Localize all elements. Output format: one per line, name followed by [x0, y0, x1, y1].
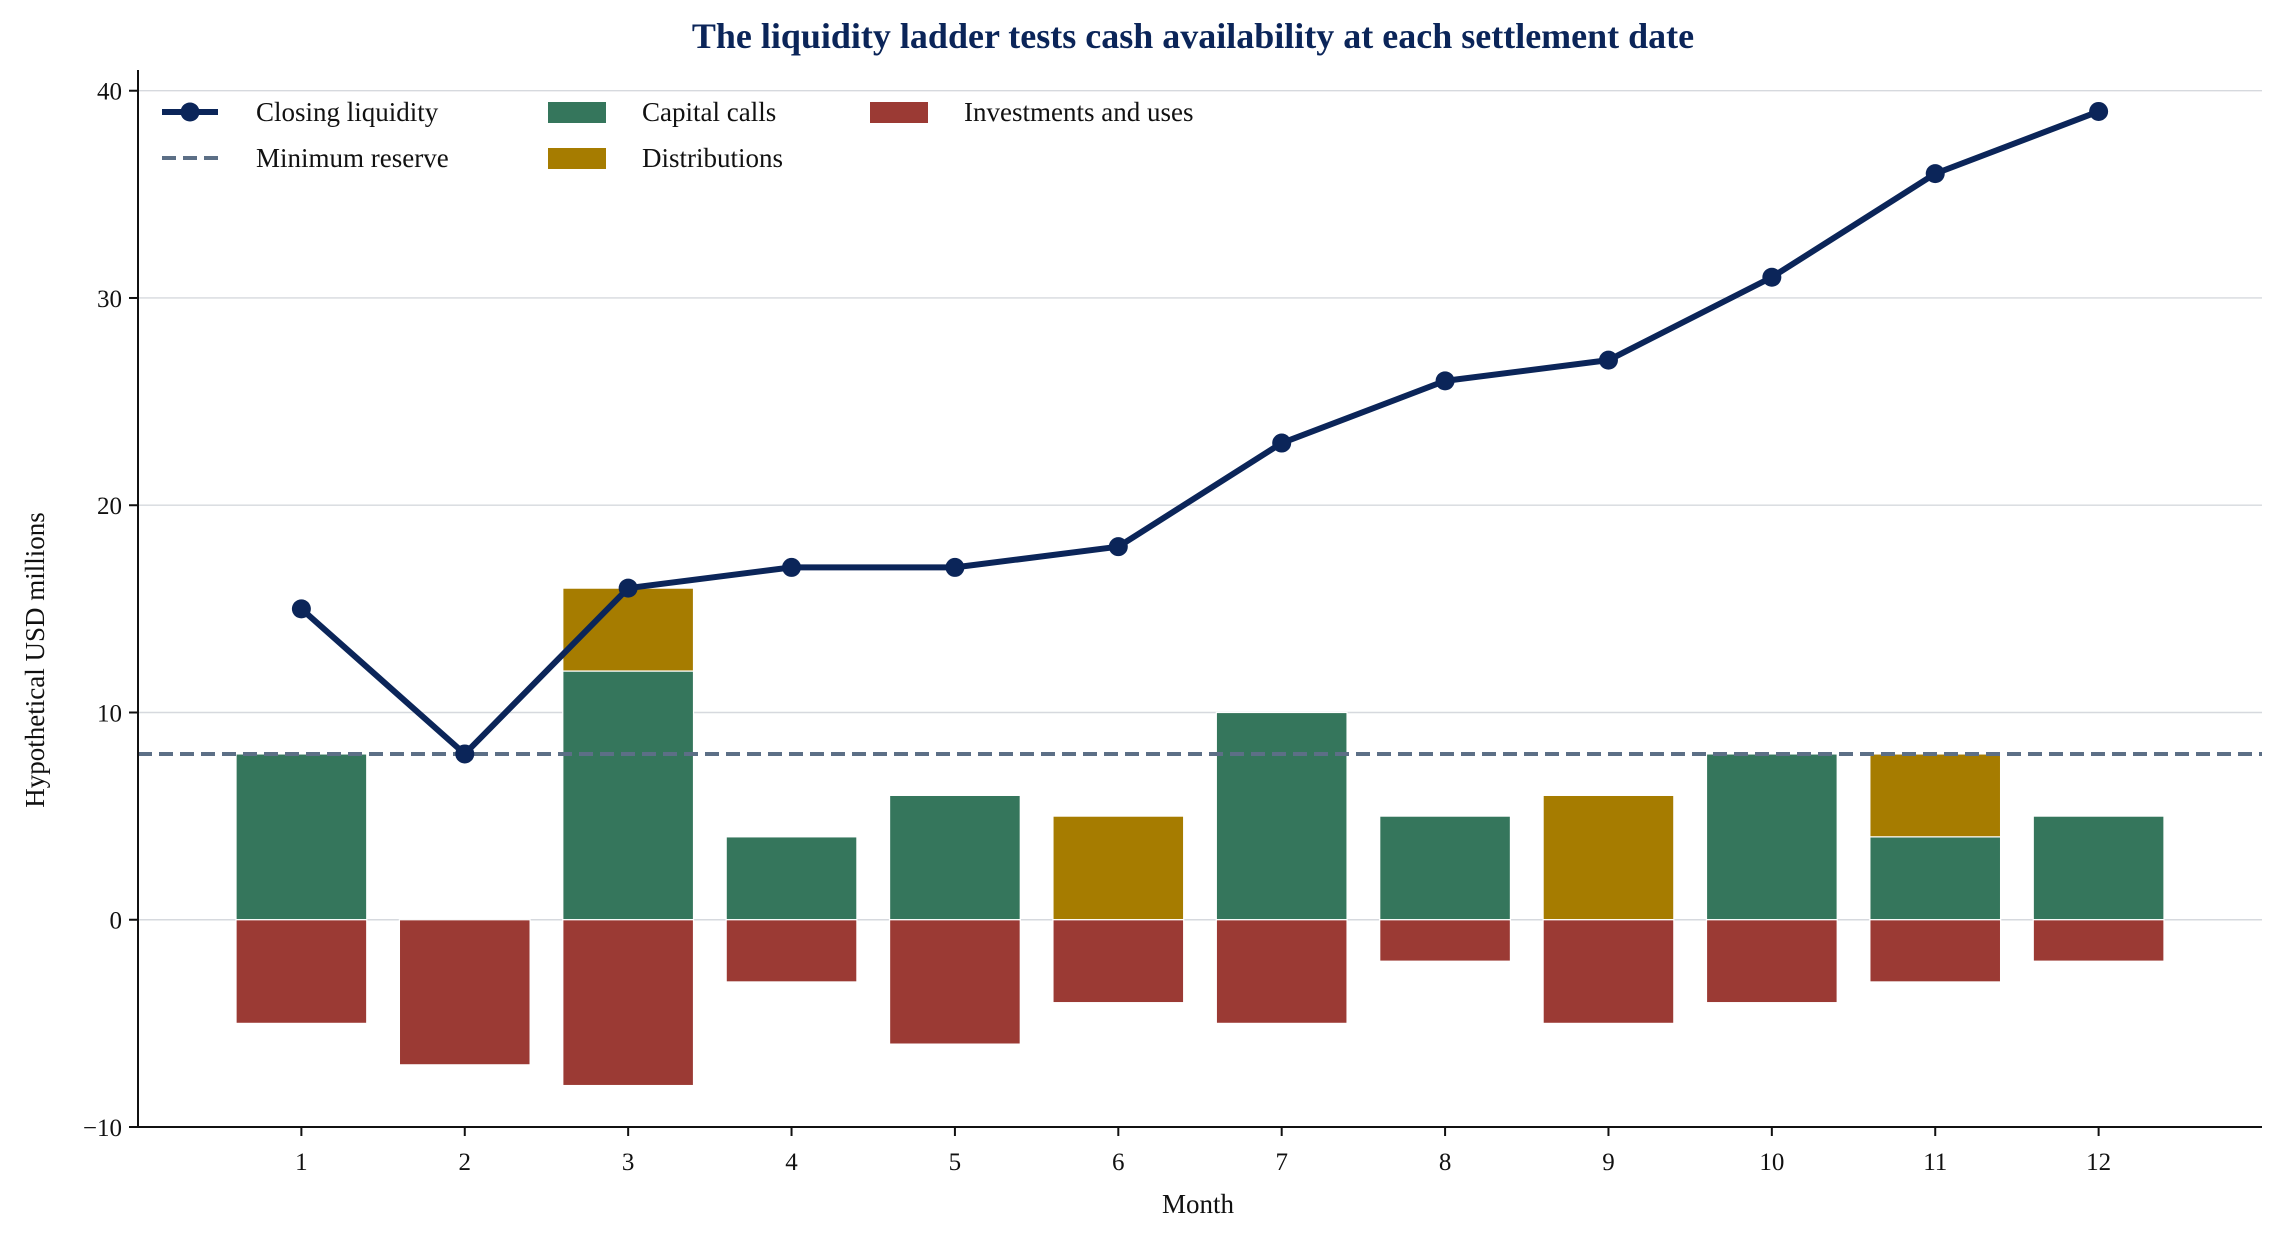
bar-distributions-3 [562, 587, 695, 672]
y-tick-label-3: 20 [97, 493, 122, 520]
bar-capital-calls-10 [1705, 753, 1838, 921]
bar-investments-uses-4 [725, 919, 858, 983]
legend-capital-calls-label: Capital calls [642, 97, 776, 127]
closing-liquidity-point-6 [1108, 537, 1128, 557]
bar-capital-calls-1 [235, 753, 368, 921]
x-tick-label-9: 9 [1602, 1149, 1615, 1176]
bar-capital-calls-3 [562, 670, 695, 921]
legend-capital-calls-swatch [548, 102, 606, 123]
x-tick-label-8: 8 [1439, 1149, 1452, 1176]
x-tick-label-4: 4 [785, 1149, 798, 1176]
bar-investments-uses-12 [2032, 919, 2165, 962]
closing-liquidity-point-3 [618, 578, 638, 598]
legend: Closing liquidity Minimum reserve Capital … [162, 97, 1193, 173]
closing-liquidity-point-4 [782, 557, 802, 577]
y-axis-label: Hypothetical USD millions [20, 512, 50, 807]
bar-capital-calls-8 [1379, 815, 1512, 921]
chart-title: The liquidity ladder tests cash availabi… [692, 16, 1694, 56]
closing-liquidity-point-1 [291, 599, 311, 619]
y-tick-label-2: 10 [97, 700, 122, 727]
x-tick-label-11: 11 [1923, 1149, 1947, 1176]
bar-capital-calls-7 [1215, 711, 1348, 921]
x-tick-label-5: 5 [949, 1149, 962, 1176]
bar-investments-uses-9 [1542, 919, 1675, 1024]
bar-investments-uses-5 [888, 919, 1021, 1045]
closing-liquidity-point-5 [945, 557, 965, 577]
legend-distributions-swatch [548, 148, 606, 169]
closing-liquidity-point-11 [1925, 164, 1945, 184]
legend-distributions-label: Distributions [642, 143, 783, 173]
bar-capital-calls-11 [1869, 836, 2002, 921]
closing-liquidity-point-8 [1435, 371, 1455, 391]
bar-capital-calls-5 [888, 794, 1021, 921]
y-tick-label-4: 30 [97, 286, 122, 313]
legend-minimum-reserve-label: Minimum reserve [256, 143, 449, 173]
bar-investments-uses-11 [1869, 919, 2002, 983]
bar-investments-uses-8 [1379, 919, 1512, 962]
y-tick-label-1: 0 [110, 908, 123, 935]
x-tick-label-10: 10 [1759, 1149, 1784, 1176]
x-tick-label-7: 7 [1275, 1149, 1288, 1176]
legend-investments-uses-label: Investments and uses [964, 97, 1193, 127]
x-tick-label-2: 2 [459, 1149, 472, 1176]
x-tick-label-3: 3 [622, 1149, 635, 1176]
closing-liquidity-line [299, 108, 2100, 757]
bar-capital-calls-4 [725, 836, 858, 921]
x-tick-label-6: 6 [1112, 1149, 1125, 1176]
legend-investments-uses-swatch [870, 102, 928, 123]
bar-distributions-6 [1052, 815, 1185, 921]
bar-investments-uses-2 [398, 919, 531, 1066]
bar-distributions-11 [1869, 753, 2002, 838]
closing-liquidity-point-9 [1598, 350, 1618, 370]
bar-investments-uses-10 [1705, 919, 1838, 1004]
bars [235, 587, 2165, 1087]
legend-closing-liquidity-marker [180, 102, 200, 122]
bar-investments-uses-6 [1052, 919, 1185, 1004]
bar-investments-uses-3 [562, 919, 695, 1087]
x-tick-label-1: 1 [295, 1149, 308, 1176]
closing-liquidity-point-7 [1272, 433, 1292, 453]
closing-liquidity-line-group [291, 101, 2109, 764]
y-tick-label-5: 40 [97, 79, 122, 106]
bar-investments-uses-1 [235, 919, 368, 1024]
bar-investments-uses-7 [1215, 919, 1348, 1024]
closing-liquidity-point-12 [2089, 101, 2109, 121]
legend-closing-liquidity-label: Closing liquidity [256, 97, 439, 127]
x-tick-label-12: 12 [2086, 1149, 2111, 1176]
closing-liquidity-point-2 [455, 744, 475, 764]
closing-liquidity-point-10 [1762, 267, 1782, 287]
x-axis-label: Month [1162, 1189, 1235, 1219]
y-tick-label-0: −10 [83, 1115, 122, 1142]
bar-capital-calls-12 [2032, 815, 2165, 921]
bar-distributions-9 [1542, 794, 1675, 921]
